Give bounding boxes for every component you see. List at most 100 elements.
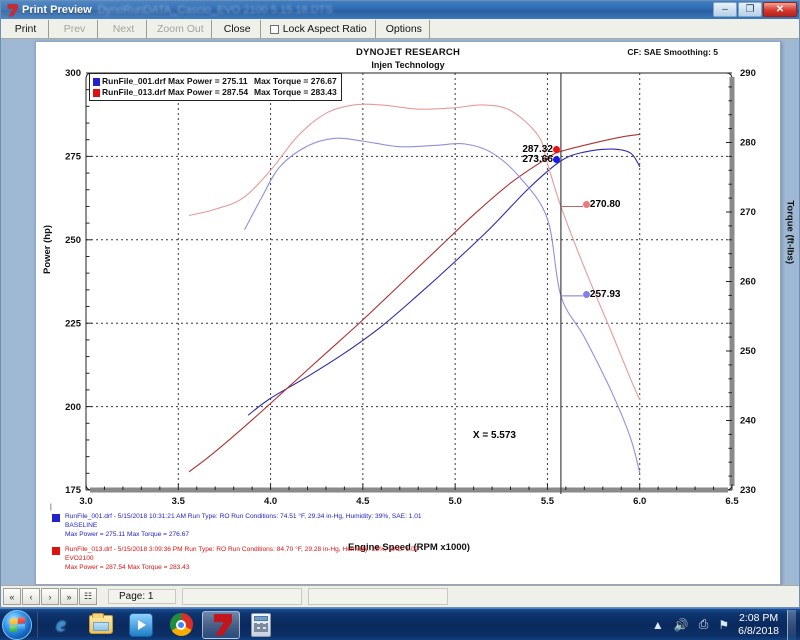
axis-layer: 300 275 250 225 200 175 290 280 270 260 250 240 230 3… — [65, 68, 756, 507]
svg-text:6.0: 6.0 — [633, 496, 646, 507]
y-axis-label-right: Torque (ft-lbs) — [785, 200, 796, 264]
svg-text:275: 275 — [65, 152, 82, 163]
lock-aspect-ratio-label: Lock Aspect Ratio — [282, 23, 367, 35]
show-hidden-icons-icon[interactable]: ▲ — [651, 617, 664, 632]
run-lines-1: RunFile_013.drf - 5/15/2018 3:09:36 PM R… — [65, 545, 418, 573]
legend-maxpower-0: Max Power = 275.11 — [168, 76, 248, 86]
taskbar-item-dynojet[interactable] — [202, 610, 240, 639]
print-preview-window: Print Preview DynoRunDATA_Cascio_EVO 210… — [0, 0, 800, 608]
callout-torque-red: 270.80 — [579, 199, 621, 211]
taskbar-item-calculator[interactable] — [242, 611, 280, 639]
media-player-icon — [129, 612, 153, 637]
preview-toolbar: Print Prev Next Zoom Out Close Lock Aspe… — [1, 19, 799, 39]
taskbar-item-google-chrome[interactable] — [162, 611, 200, 639]
svg-text:4.5: 4.5 — [356, 496, 370, 507]
zoom-out-button: Zoom Out — [150, 20, 212, 38]
chart-header: DYNOJET RESEARCH Injen Technology — [36, 47, 780, 70]
svg-text:240: 240 — [740, 416, 756, 427]
prev-page-button: Prev — [52, 20, 98, 38]
close-preview-button[interactable]: Close — [214, 20, 261, 38]
page-setup-icon[interactable]: ☷ — [79, 588, 97, 605]
status-pane-2 — [308, 588, 449, 605]
windows-logo-icon — [9, 616, 25, 633]
svg-text:225: 225 — [65, 318, 82, 329]
run-lines-0: RunFile_001.drf - 5/15/2018 10:31:21 AM … — [65, 512, 422, 540]
clock-date: 6/8/2018 — [738, 624, 779, 637]
run-swatch-0 — [52, 514, 60, 522]
correction-factor-note: CF: SAE Smoothing: 5 — [627, 47, 718, 57]
run-info-block: RunFile_001.drf - 5/15/2018 10:31:21 AM … — [52, 512, 752, 577]
run-swatch-1 — [52, 546, 60, 555]
x-axis-label: Engine Speed (RPM x1000) — [348, 542, 470, 553]
maximize-button[interactable]: ❐ — [738, 2, 762, 17]
callout-value-2: 270.80 — [589, 199, 621, 211]
run-line2-1: EVO2100 — [65, 554, 94, 562]
taskbar-item-windows-explorer[interactable] — [82, 611, 120, 639]
windows-taskbar: e ▲ 🔊 ⎙ ⚑ 2:08 PM 6/8/2018 — [0, 608, 800, 640]
legend-swatch-1 — [93, 88, 100, 97]
dynojet-app-icon — [5, 3, 18, 17]
legend-maxtorque-0: Max Torque = 276.67 — [254, 76, 337, 86]
callout-torque-blue: 257.93 — [579, 289, 620, 300]
run-line3-0: Max Power = 275.11 Max Torque = 276.67 — [65, 531, 190, 539]
svg-text:300: 300 — [65, 68, 81, 79]
svg-text:3.5: 3.5 — [172, 496, 186, 507]
legend-maxpower-1: Max Power = 287.54 — [168, 87, 249, 97]
print-button[interactable]: Print — [3, 20, 49, 38]
next-page-button[interactable]: › — [41, 588, 59, 605]
callout-dot-0 — [552, 146, 560, 154]
callout-dot-1 — [552, 155, 560, 163]
window-titlebar[interactable]: Print Preview DynoRunDATA_Cascio_EVO 210… — [1, 1, 799, 19]
chart-svg: 300 275 250 225 200 175 290 280 270 260 250 240 230 3… — [65, 68, 756, 507]
status-pane-1 — [182, 588, 303, 605]
minimize-button[interactable]: – — [713, 2, 737, 17]
calculator-icon — [251, 612, 271, 637]
window-controls: – ❐ ✕ — [713, 2, 797, 17]
svg-text:5.5: 5.5 — [541, 496, 555, 507]
folder-icon — [89, 613, 113, 634]
run-entry: RunFile_001.drf - 5/15/2018 10:31:21 AM … — [52, 512, 752, 540]
plot-area: 300 275 250 225 200 175 290 280 270 260 250 240 230 3… — [36, 42, 796, 586]
curve-layer — [188, 103, 641, 474]
options-button[interactable]: Options — [378, 20, 430, 38]
volume-icon[interactable]: 🔊 — [673, 617, 689, 632]
legend-swatch-0 — [93, 77, 100, 86]
svg-text:250: 250 — [740, 346, 756, 357]
legend-file-0: RunFile_001.drf — [102, 76, 166, 86]
run-entry: RunFile_013.drf - 5/15/2018 3:09:36 PM R… — [52, 545, 752, 573]
svg-text:280: 280 — [740, 138, 756, 149]
callout-dot-2 — [582, 201, 590, 209]
page-navigation-bar: « ‹ › » ☷ Page: 1 — [1, 585, 799, 607]
callout-max-power-red: 287.32 — [522, 144, 565, 155]
taskbar-item-internet-explorer[interactable]: e — [42, 611, 80, 639]
action-center-flag-icon[interactable]: ⚑ — [718, 617, 730, 632]
svg-text:230: 230 — [740, 485, 756, 496]
svg-text:250: 250 — [65, 235, 81, 246]
preview-scroll-area[interactable]: DYNOJET RESEARCH Injen Technology CF: SA… — [1, 39, 799, 585]
svg-text:290: 290 — [740, 68, 756, 79]
clock[interactable]: 2:08 PM 6/8/2018 — [738, 612, 779, 638]
svg-text:3.0: 3.0 — [79, 496, 92, 507]
last-page-button[interactable]: » — [60, 588, 78, 605]
next-page-button: Next — [101, 20, 147, 38]
window-document-title: DynoRunDATA_Cascio_EVO 2100 5.15.18.DTS — [97, 4, 333, 16]
taskbar-item-windows-media-player[interactable] — [122, 611, 160, 639]
previous-page-button[interactable]: ‹ — [22, 588, 40, 605]
chart-title: DYNOJET RESEARCH — [355, 47, 461, 58]
close-button[interactable]: ✕ — [763, 2, 797, 17]
chart-subtitle: Injen Technology — [371, 60, 445, 70]
page-indicator: Page: 1 — [108, 589, 177, 604]
network-icon[interactable]: ⎙ — [698, 617, 709, 631]
run-line1-1: RunFile_013.drf - 5/15/2018 3:09:36 PM R… — [65, 545, 419, 553]
window-title: Print Preview — [22, 4, 92, 16]
run-line3-1: Max Power = 287.54 Max Torque = 283.43 — [65, 564, 190, 572]
show-desktop-button[interactable] — [787, 609, 796, 640]
checkbox-box — [269, 24, 279, 34]
x-cursor-label: X = 5.573 — [472, 430, 516, 441]
legend-maxtorque-1: Max Torque = 283.43 — [254, 87, 337, 97]
internet-explorer-icon: e — [56, 612, 66, 636]
first-page-button[interactable]: « — [3, 588, 21, 605]
start-button[interactable] — [2, 609, 32, 640]
lock-aspect-ratio-checkbox[interactable]: Lock Aspect Ratio — [264, 20, 376, 38]
cursor-layer — [560, 73, 583, 494]
